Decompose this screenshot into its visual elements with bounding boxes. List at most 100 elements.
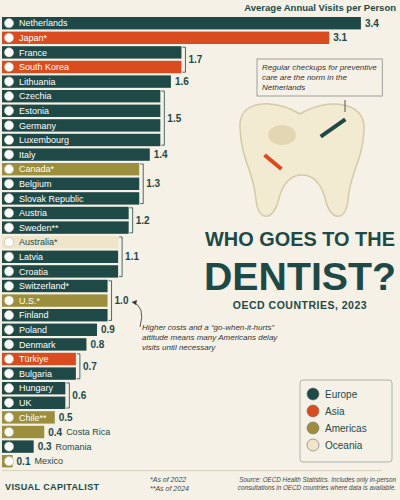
bar <box>2 148 150 160</box>
value-label: 1.4 <box>154 149 168 160</box>
category-label: Germany <box>19 121 57 131</box>
legend-label: Europe <box>325 389 358 400</box>
bar <box>2 90 160 102</box>
text-line: Higher costs and a “go-when-it-hurts” <box>142 323 274 332</box>
flag <box>4 427 13 436</box>
annotation-box <box>257 59 382 96</box>
flag <box>4 223 13 232</box>
flag <box>4 369 13 378</box>
category-label: Bulgaria <box>19 369 52 379</box>
bar <box>2 32 329 44</box>
category-label: Italy <box>19 150 36 160</box>
category-label: Switzerland* <box>19 281 70 291</box>
category-label: Luxembourg <box>19 135 69 145</box>
text-line: attitude means many Americans delay <box>142 333 278 342</box>
flag <box>4 48 13 57</box>
value-label: 1.2 <box>136 215 150 226</box>
category-label: Canada* <box>19 164 55 174</box>
flag <box>4 398 13 407</box>
flag <box>4 252 13 261</box>
flag <box>4 413 13 422</box>
value-label: 1.5 <box>167 113 181 124</box>
category-label: Lithuania <box>19 77 56 87</box>
footnote: **As of 2024 <box>150 485 189 492</box>
category-label: Slovak Republic <box>19 194 84 204</box>
value-label: 1.1 <box>125 251 139 262</box>
text-line: Netherlands <box>262 83 305 92</box>
value-label: 3.4 <box>365 18 379 29</box>
bar <box>2 280 108 292</box>
bracket <box>77 354 80 379</box>
bar <box>2 119 160 131</box>
value-label: 1.6 <box>175 76 189 87</box>
value-label: 0.1 <box>17 456 31 467</box>
text-line: care are the norm in the <box>262 73 347 82</box>
value-label: 0.9 <box>101 324 115 335</box>
value-label: 0.3 <box>38 441 52 452</box>
toothbrush <box>320 118 347 138</box>
tooth <box>240 104 364 216</box>
flag <box>4 33 13 42</box>
category-label: UK <box>19 398 32 408</box>
category-label: Finland <box>19 310 49 320</box>
legend-swatch <box>307 405 319 417</box>
bracket <box>140 164 143 204</box>
bar <box>2 309 108 321</box>
flag <box>4 135 13 144</box>
bar <box>2 251 118 263</box>
source: Source: OECD Health Statistics. Includes… <box>238 476 397 491</box>
flag <box>4 296 13 305</box>
category-label: Sweden** <box>19 223 59 233</box>
flag <box>4 208 13 217</box>
category-label: South Korea <box>19 62 69 72</box>
bracket <box>119 237 122 277</box>
flag <box>4 442 13 451</box>
arrow-head <box>132 300 137 305</box>
category-label: Czechia <box>19 91 52 101</box>
bar <box>2 367 76 379</box>
subtitle: OECD COUNTRIES, 2023 <box>233 299 367 311</box>
value-label: 0.8 <box>90 339 104 350</box>
flag <box>4 325 13 334</box>
bar <box>2 17 361 29</box>
bar <box>2 426 44 438</box>
text-line: visits until necessary <box>142 343 216 352</box>
tooth-spot <box>268 125 296 145</box>
value-label: 1.0 <box>115 295 129 306</box>
value-label: 0.4 <box>48 427 62 438</box>
value-label: 1.3 <box>146 178 160 189</box>
flag <box>4 194 13 203</box>
bar <box>2 105 160 117</box>
bar <box>2 207 129 219</box>
value-label: 3.1 <box>333 32 347 43</box>
flag <box>4 281 13 290</box>
bar <box>2 134 160 146</box>
bracket <box>130 208 133 233</box>
category-label: Australia* <box>19 237 58 247</box>
bar <box>2 294 108 306</box>
bar <box>2 353 76 365</box>
annotation: Higher costs and a “go-when-it-hurts”att… <box>142 323 278 352</box>
category-label: Belgium <box>19 179 52 189</box>
bar <box>2 338 86 350</box>
flag <box>4 179 13 188</box>
rope <box>345 100 346 112</box>
bar <box>2 236 118 248</box>
legend-swatch <box>307 439 319 451</box>
legend-swatch <box>307 388 319 400</box>
flag <box>4 311 13 320</box>
annotation-arrow <box>132 302 142 327</box>
category-label: Poland <box>19 325 47 335</box>
x-axis-line <box>2 470 382 471</box>
legend-label: Americas <box>325 423 367 434</box>
category-label: U.S.* <box>19 296 41 306</box>
bar <box>2 411 55 423</box>
flag <box>4 340 13 349</box>
bar <box>2 440 34 452</box>
bar <box>2 192 139 204</box>
bar <box>2 61 181 73</box>
flag <box>4 77 13 86</box>
category-label: Romania <box>56 442 92 452</box>
flag <box>4 238 13 247</box>
bar <box>2 178 139 190</box>
